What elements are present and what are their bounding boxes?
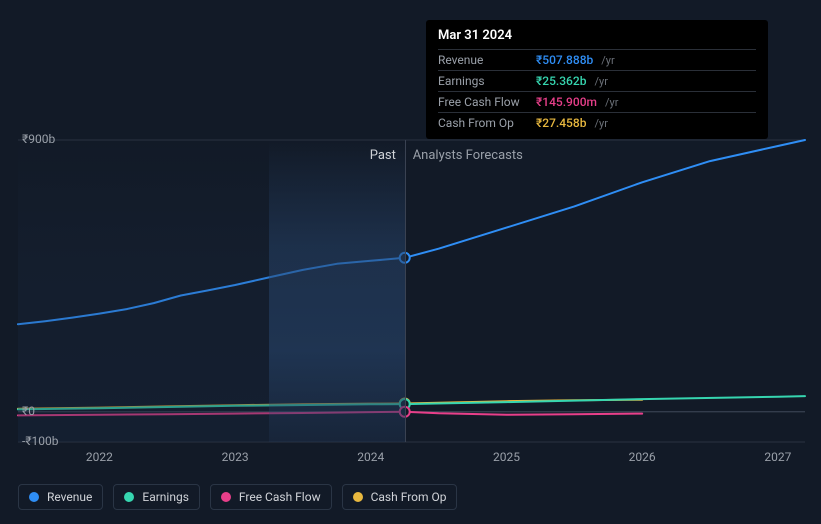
x-axis-label: 2022 bbox=[86, 450, 113, 464]
legend-label: Earnings bbox=[142, 490, 189, 504]
tooltip-row-value: ₹27.458b bbox=[536, 116, 586, 130]
tooltip-title: Mar 31 2024 bbox=[438, 28, 756, 49]
legend-item-revenue[interactable]: Revenue bbox=[18, 484, 103, 510]
tooltip-row-value: ₹25.362b bbox=[536, 74, 586, 88]
swatch-icon bbox=[353, 492, 363, 502]
tooltip-row: Earnings ₹25.362b/yr bbox=[438, 70, 756, 91]
legend-label: Cash From Op bbox=[371, 490, 447, 504]
chart-tooltip: Mar 31 2024 Revenue ₹507.888b/yr Earnings ₹… bbox=[426, 20, 768, 139]
swatch-icon bbox=[221, 492, 231, 502]
tooltip-row-value: ₹145.900m bbox=[536, 95, 597, 109]
tooltip-row-unit: /yr bbox=[605, 96, 618, 109]
x-axis-label: 2027 bbox=[764, 450, 791, 464]
swatch-icon bbox=[29, 492, 39, 502]
x-axis-label: 2023 bbox=[222, 450, 249, 464]
tooltip-row-label: Revenue bbox=[438, 53, 528, 67]
tooltip-row-label: Earnings bbox=[438, 74, 528, 88]
tooltip-row-unit: /yr bbox=[594, 117, 607, 130]
x-axis-label: 2025 bbox=[493, 450, 520, 464]
tooltip-row: Cash From Op ₹27.458b/yr bbox=[438, 112, 756, 133]
y-axis-label: ₹900b bbox=[22, 132, 55, 146]
forecast-label: Analysts Forecasts bbox=[413, 148, 523, 163]
tooltip-row-label: Cash From Op bbox=[438, 116, 528, 130]
earnings-revenue-chart: -₹100b ₹0 ₹900b 2022 2023 2024 2025 2026 2027 P… bbox=[0, 0, 821, 524]
x-axis-label: 2026 bbox=[629, 450, 656, 464]
tooltip-row: Free Cash Flow ₹145.900m/yr bbox=[438, 91, 756, 112]
chart-legend: Revenue Earnings Free Cash Flow Cash From O… bbox=[18, 484, 457, 510]
x-axis-label: 2024 bbox=[357, 450, 384, 464]
legend-item-cfo[interactable]: Cash From Op bbox=[342, 484, 458, 510]
legend-label: Free Cash Flow bbox=[239, 490, 321, 504]
legend-item-fcf[interactable]: Free Cash Flow bbox=[210, 484, 332, 510]
y-axis-label: ₹0 bbox=[22, 404, 35, 418]
legend-label: Revenue bbox=[47, 490, 92, 504]
tooltip-row-value: ₹507.888b bbox=[536, 53, 593, 67]
past-label: Past bbox=[370, 148, 396, 163]
tooltip-row-unit: /yr bbox=[601, 54, 614, 67]
y-axis-label: -₹100b bbox=[22, 434, 59, 448]
tooltip-row-label: Free Cash Flow bbox=[438, 95, 528, 109]
tooltip-row-unit: /yr bbox=[594, 75, 607, 88]
legend-item-earnings[interactable]: Earnings bbox=[113, 484, 200, 510]
chart-divider bbox=[405, 140, 406, 442]
tooltip-row: Revenue ₹507.888b/yr bbox=[438, 49, 756, 70]
swatch-icon bbox=[124, 492, 134, 502]
